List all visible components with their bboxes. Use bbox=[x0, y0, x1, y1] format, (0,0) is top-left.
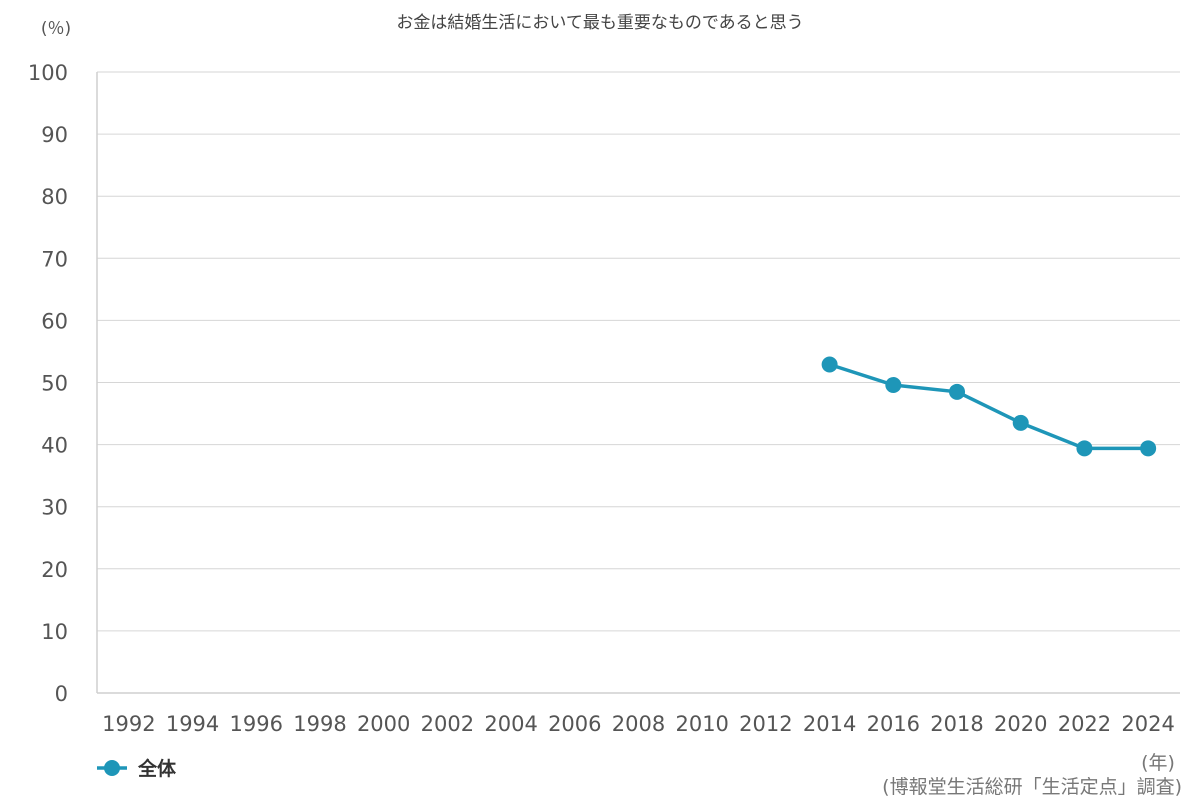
chart-title: お金は結婚生活において最も重要なものであると思う bbox=[396, 13, 803, 33]
gridlines bbox=[96, 71, 1180, 694]
x-tick-label: 2024 bbox=[1121, 712, 1174, 736]
data-point[interactable] bbox=[1140, 440, 1157, 457]
x-tick-label: 2002 bbox=[421, 712, 474, 736]
legend[interactable]: 全体 bbox=[97, 757, 177, 780]
data-point[interactable] bbox=[821, 356, 838, 373]
x-tick-label: 1996 bbox=[230, 712, 283, 736]
y-tick-label: 20 bbox=[41, 558, 68, 582]
x-tick-label: 1998 bbox=[293, 712, 346, 736]
y-tick-label: 30 bbox=[41, 496, 68, 520]
x-tick-label: 2020 bbox=[994, 712, 1047, 736]
x-tick-label: 1994 bbox=[166, 712, 219, 736]
x-axis-ticks: 1992 1994 1996 1998 2000 2002 2004 2006 2008 2010… bbox=[102, 712, 1175, 736]
legend-label: 全体 bbox=[137, 757, 177, 780]
y-tick-label: 70 bbox=[41, 247, 68, 271]
source-note: (博報堂生活総研「生活定点」調査) bbox=[882, 776, 1182, 798]
y-tick-label: 90 bbox=[41, 123, 68, 147]
data-point[interactable] bbox=[1076, 440, 1093, 457]
x-tick-label: 2012 bbox=[739, 712, 792, 736]
x-tick-label: 2022 bbox=[1058, 712, 1111, 736]
x-axis-unit-label: (年) bbox=[1141, 752, 1175, 774]
x-tick-label: 2016 bbox=[867, 712, 920, 736]
series-line-0 bbox=[829, 362, 1149, 451]
x-tick-label: 2018 bbox=[930, 712, 983, 736]
x-tick-label: 2000 bbox=[357, 712, 410, 736]
y-tick-label: 80 bbox=[41, 185, 68, 209]
data-point[interactable] bbox=[949, 383, 966, 400]
y-tick-label: 0 bbox=[55, 682, 68, 706]
y-tick-label: 40 bbox=[41, 434, 68, 458]
y-tick-label: 60 bbox=[41, 309, 68, 333]
data-point[interactable] bbox=[1012, 414, 1029, 431]
y-tick-label: 10 bbox=[41, 620, 68, 644]
series-layer bbox=[821, 356, 1157, 457]
data-point[interactable] bbox=[885, 376, 902, 393]
y-tick-label: 100 bbox=[28, 61, 68, 85]
y-tick-label: 50 bbox=[41, 372, 68, 396]
legend-dot-marker bbox=[104, 760, 120, 776]
y-axis-ticks: 0 10 20 30 40 50 60 70 80 90 100 bbox=[28, 61, 68, 706]
x-tick-label: 2014 bbox=[803, 712, 856, 736]
x-tick-label: 2008 bbox=[612, 712, 665, 736]
x-tick-label: 1992 bbox=[102, 712, 155, 736]
x-tick-label: 2004 bbox=[484, 712, 537, 736]
x-tick-label: 2010 bbox=[675, 712, 728, 736]
x-tick-label: 2006 bbox=[548, 712, 601, 736]
y-axis-unit-label: (％) bbox=[41, 19, 71, 39]
